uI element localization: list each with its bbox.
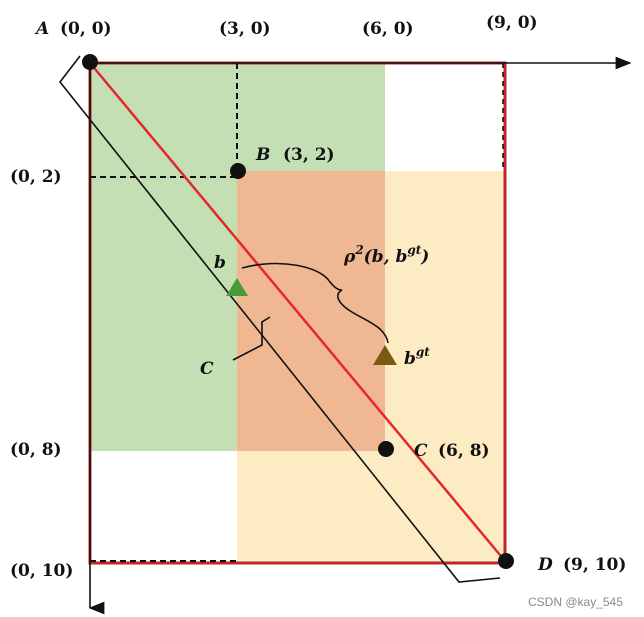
point-b-dot [230,163,246,179]
rho-symbol: ρ [343,247,356,267]
point-b-coord: (3, 2) [283,145,335,165]
axis-label-x3: (3, 0) [219,19,271,39]
rho-exponent: 2 [354,243,363,257]
point-a-coord: (0, 0) [60,19,112,39]
gt-center-base: b [404,349,416,369]
distance-args-sup: gt [407,243,421,257]
point-a-name: A [34,19,49,39]
point-d-name: D [537,555,553,575]
axis-label-x6: (6, 0) [362,19,414,39]
diagonal-line [89,62,506,562]
distance-brace [241,262,389,344]
pred-center-label: b [214,253,226,273]
predicted-center-marker [226,278,248,296]
axis-label-y2: (0, 2) [10,167,62,187]
gt-center-sup: gt [416,345,430,359]
axis-label-y10: (0, 10) [10,561,73,581]
distance-args-open: (b, b [364,247,408,267]
axis-label-x9: (9, 0) [486,13,538,33]
point-b-name: B [255,145,270,165]
point-c-dot [378,441,394,457]
point-a-dot [82,54,98,70]
watermark: CSDN @kay_545 [528,595,623,609]
diagonal-bracket [58,55,501,583]
diagonal-brace-tick [232,316,271,361]
point-d-dot [498,553,514,569]
distance-formula: ρ2(b, bgt) [343,243,429,267]
gt-center-label: bgt [404,345,430,369]
point-c-coord: (6, 8) [438,441,490,461]
distance-args-close: ) [420,247,429,267]
diagonal-label: C [200,359,214,379]
overlap-region [237,171,385,451]
axis-label-y8: (0, 8) [10,440,62,460]
gt-center-marker [373,345,397,365]
point-c-name: C [414,441,428,461]
point-d-coord: (9, 10) [563,555,626,575]
